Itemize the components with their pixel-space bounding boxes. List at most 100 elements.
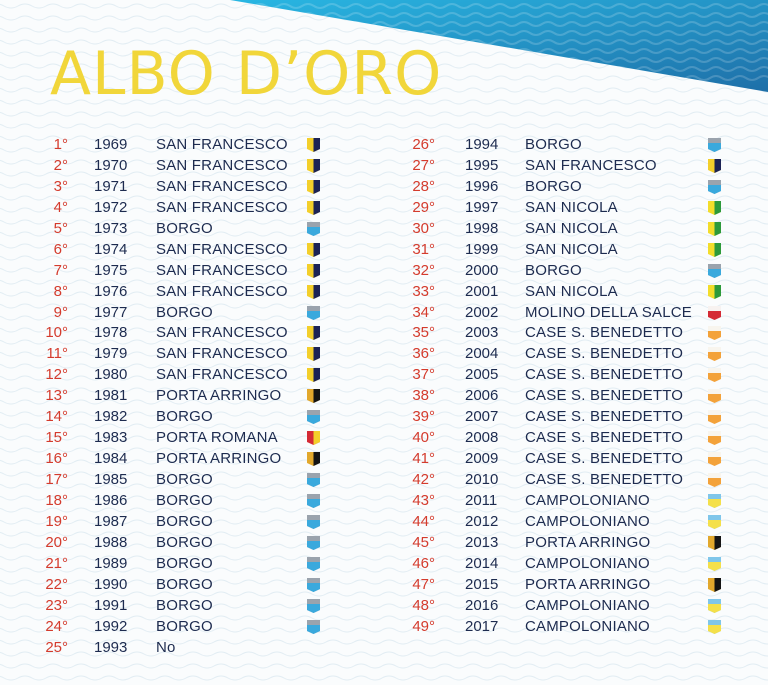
team-name: SAN FRANCESCO: [156, 156, 288, 174]
team-name: MOLINO DELLA SALCE: [525, 303, 692, 321]
san-francesco-flag-icon: [307, 138, 320, 152]
campoloniano-flag-icon: [708, 493, 721, 508]
case-s-benedetto-flag-icon: [708, 452, 721, 467]
team-name: CASE S. BENEDETTO: [525, 387, 684, 405]
case-s-benedetto-flag-icon: [708, 347, 721, 362]
san-nicola-flag-icon: [708, 242, 721, 257]
team-name: SAN FRANCESCO: [156, 136, 288, 153]
san-francesco-flag-icon: [307, 242, 320, 257]
year-value: 1973: [94, 219, 128, 237]
rank-number: 4°: [53, 198, 68, 216]
year-value: 2001: [465, 282, 499, 300]
team-name: BORGO: [156, 219, 213, 237]
year-value: 1974: [94, 240, 128, 258]
rank-number: 3°: [53, 177, 68, 195]
san-nicola-flag-icon: [708, 221, 721, 236]
borgo-flag-icon: [708, 138, 721, 152]
san-nicola-flag-icon: [708, 284, 721, 299]
porta-arringo-flag-icon: [307, 389, 320, 404]
year-value: 2009: [465, 450, 499, 468]
rank-number: 14°: [45, 408, 68, 426]
rank-number: 36°: [412, 345, 435, 363]
rank-number: 9°: [53, 303, 68, 321]
team-name: SAN FRANCESCO: [156, 282, 288, 300]
rank-number: 30°: [412, 219, 435, 237]
borgo-flag-icon: [307, 410, 320, 425]
year-value: 2006: [465, 387, 499, 405]
rank-number: 16°: [45, 450, 68, 468]
year-value: 1980: [94, 366, 128, 384]
year-value: 1997: [465, 198, 499, 216]
borgo-flag-icon: [307, 493, 320, 508]
team-name: CAMPOLONIANO: [525, 554, 650, 572]
team-name: CAMPOLONIANO: [525, 491, 650, 509]
team-name: CASE S. BENEDETTO: [525, 345, 684, 363]
borgo-flag-icon: [307, 535, 320, 550]
year-value: 2008: [465, 429, 499, 447]
rank-number: 24°: [45, 617, 68, 635]
rank-number: 18°: [45, 491, 68, 509]
team-name: SAN FRANCESCO: [525, 156, 657, 174]
porta-arringo-flag-icon: [708, 577, 721, 592]
year-value: 1971: [94, 177, 128, 195]
year-value: 1988: [94, 533, 128, 551]
molino-della-salce-flag-icon: [708, 305, 721, 320]
year-value: 1995: [465, 156, 499, 174]
corner-wave-banner: [230, 0, 768, 92]
rank-number: 10°: [45, 324, 68, 342]
year-value: 1999: [465, 240, 499, 258]
year-value: 1978: [94, 324, 128, 342]
year-value: 2015: [465, 575, 499, 593]
year-value: 1992: [94, 617, 128, 635]
rank-number: 13°: [45, 387, 68, 405]
team-name: SAN NICOLA: [525, 219, 618, 237]
team-name: BORGO: [156, 533, 213, 551]
san-francesco-flag-icon: [307, 284, 320, 299]
team-name: SAN FRANCESCO: [156, 324, 288, 342]
year-value: 2007: [465, 408, 499, 426]
campoloniano-flag-icon: [708, 598, 721, 613]
year-value: 1998: [465, 219, 499, 237]
year-value: 2014: [465, 554, 499, 572]
case-s-benedetto-flag-icon: [708, 368, 721, 383]
rank-number: 26°: [412, 136, 435, 153]
team-name: CASE S. BENEDETTO: [525, 429, 684, 447]
rank-number: 37°: [412, 366, 435, 384]
year-value: 1989: [94, 554, 128, 572]
rank-number: 33°: [412, 282, 435, 300]
team-name: CAMPOLONIANO: [525, 512, 650, 530]
san-francesco-flag-icon: [307, 368, 320, 383]
year-value: 1970: [94, 156, 128, 174]
year-value: 1977: [94, 303, 128, 321]
year-value: 2017: [465, 617, 499, 635]
san-francesco-flag-icon: [307, 326, 320, 341]
rank-number: 22°: [45, 575, 68, 593]
year-value: 1969: [94, 136, 128, 153]
case-s-benedetto-flag-icon: [708, 410, 721, 425]
team-name: BORGO: [156, 554, 213, 572]
rank-number: 48°: [412, 596, 435, 614]
borgo-flag-icon: [307, 556, 320, 571]
year-value: 1972: [94, 198, 128, 216]
team-name: PORTA ROMANA: [156, 429, 278, 447]
borgo-flag-icon: [708, 179, 721, 194]
team-name: No: [156, 638, 176, 656]
year-value: 1975: [94, 261, 128, 279]
team-name: BORGO: [156, 303, 213, 321]
team-name: BORGO: [156, 575, 213, 593]
team-name: SAN FRANCESCO: [156, 366, 288, 384]
san-francesco-flag-icon: [307, 179, 320, 194]
borgo-flag-icon: [307, 577, 320, 592]
campoloniano-flag-icon: [708, 514, 721, 529]
borgo-flag-icon: [307, 473, 320, 487]
team-name: BORGO: [156, 617, 213, 635]
rank-number: 45°: [412, 533, 435, 551]
page-title: ALBO D’ORO: [50, 39, 443, 109]
team-name: CASE S. BENEDETTO: [525, 366, 684, 384]
rank-number: 38°: [412, 387, 435, 405]
rank-number: 6°: [53, 240, 68, 258]
porta-arringo-flag-icon: [307, 452, 320, 467]
year-value: 2004: [465, 345, 499, 363]
year-value: 2013: [465, 533, 499, 551]
